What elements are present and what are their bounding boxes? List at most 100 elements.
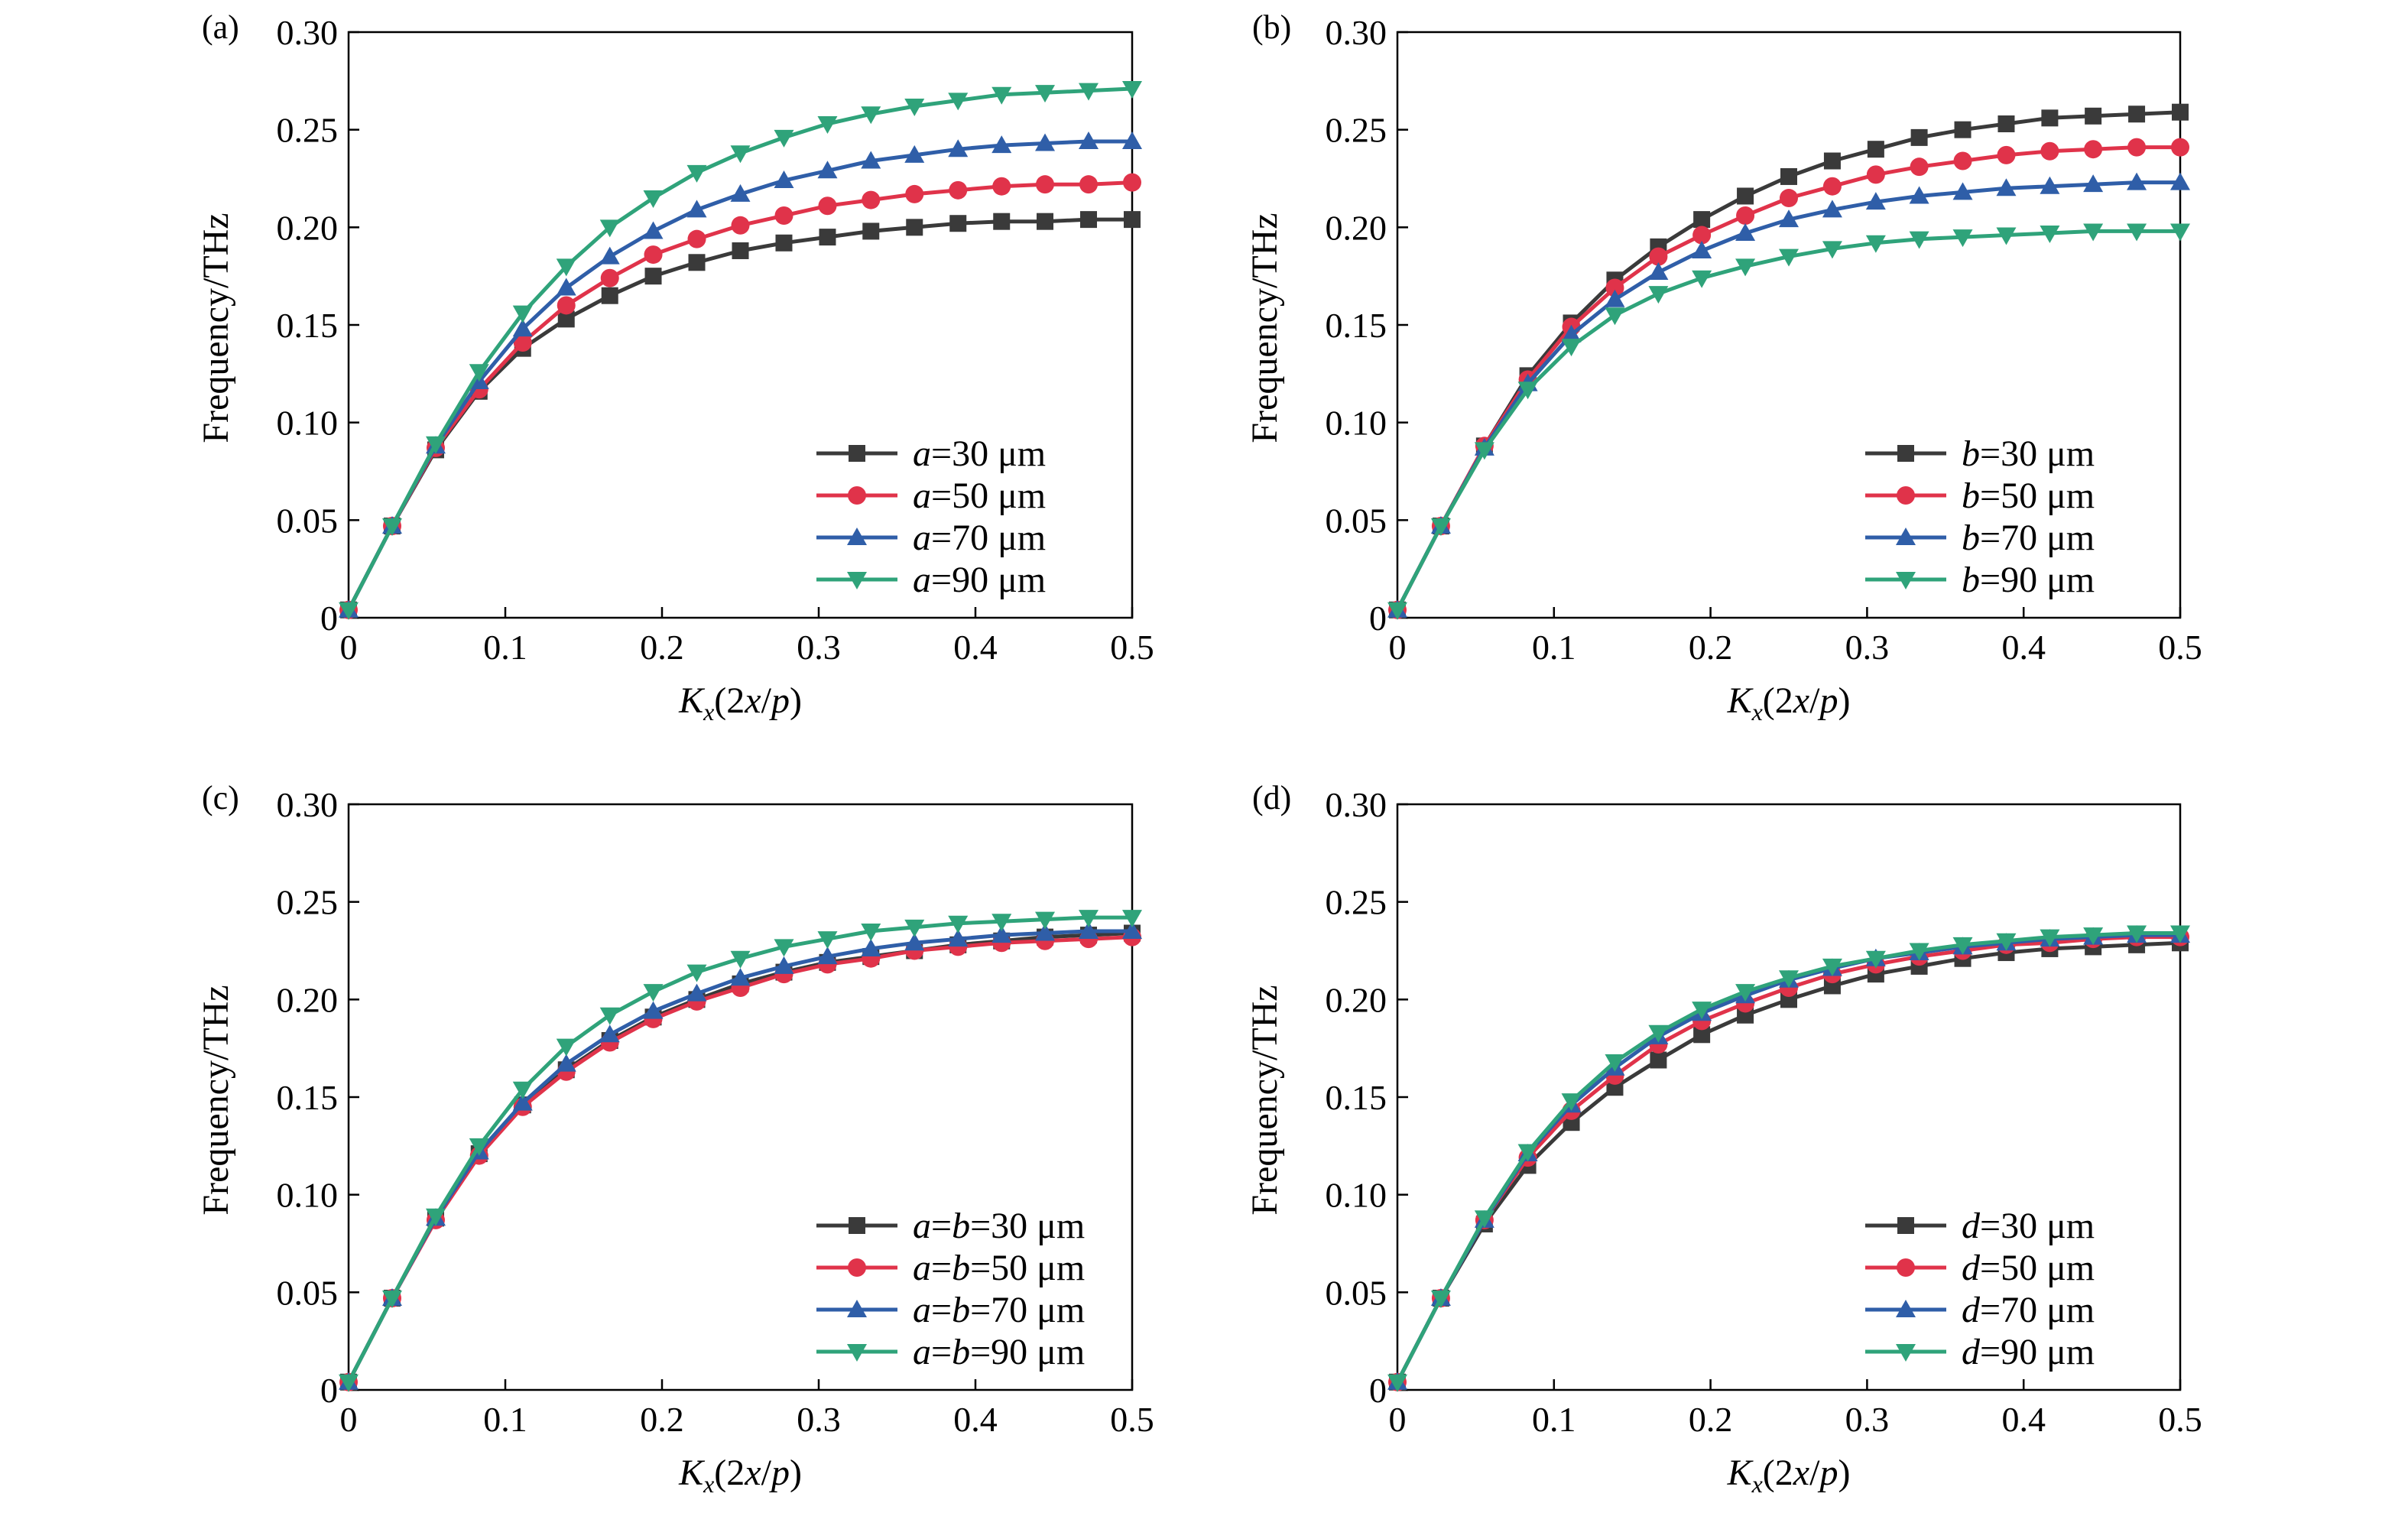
- data-point: [2127, 223, 2147, 242]
- y-axis-title: Frequency/THz: [1245, 213, 1285, 443]
- data-point: [1079, 920, 1099, 939]
- y-axis-title: Frequency/THz: [1245, 985, 1285, 1215]
- legend-entry: d=90 μm: [1865, 1332, 2095, 1372]
- data-point: [1822, 200, 1842, 218]
- legend-label: d=90 μm: [1962, 1332, 2095, 1372]
- legend-label: a=b=50 μm: [913, 1248, 1085, 1288]
- chart-panel-2: 0 0.1 0.2 0.3 0.4 0.5 0 0.05 0.10 0.15 0.20 0.25 0.3…: [1245, 8, 2202, 726]
- x-tick-label: 0.3: [1845, 1400, 1890, 1439]
- data-point: [1997, 145, 2016, 164]
- data-point: [1474, 1210, 1494, 1229]
- data-point: [599, 1024, 620, 1043]
- y-tick-label: 0.25: [277, 883, 339, 922]
- legend-label: a=30 μm: [913, 433, 1046, 474]
- data-point: [1822, 177, 1842, 196]
- data-point: [1865, 950, 1886, 969]
- data-point: [513, 333, 532, 352]
- legend-entry: d=70 μm: [1865, 1290, 2095, 1330]
- data-point: [2171, 138, 2189, 157]
- data-point: [948, 915, 969, 933]
- legend-marker: [1897, 1217, 1914, 1234]
- data-point: [1867, 141, 1884, 158]
- x-tick-label: 0.5: [1110, 1400, 1154, 1439]
- data-point: [1692, 226, 1712, 245]
- data-point: [687, 229, 706, 248]
- x-tick-label: 0: [340, 628, 358, 667]
- y-axis-title: Frequency/THz: [196, 985, 236, 1215]
- data-point: [512, 319, 533, 337]
- data-point: [381, 518, 402, 536]
- data-point: [1037, 213, 1054, 230]
- data-point: [2041, 109, 2059, 127]
- legend-marker: [848, 1258, 866, 1277]
- data-point: [1997, 115, 2015, 133]
- data-point: [1079, 175, 1099, 194]
- data-point: [425, 1208, 446, 1226]
- legend-marker: [847, 528, 867, 545]
- data-point: [1474, 442, 1494, 460]
- data-point: [2083, 927, 2104, 946]
- y-tick-label: 0.10: [1326, 1176, 1387, 1215]
- data-point: [643, 221, 664, 239]
- data-point: [731, 216, 750, 235]
- data-point: [1823, 152, 1841, 170]
- data-point: [1996, 227, 2017, 245]
- data-point: [2127, 925, 2147, 943]
- data-point: [904, 99, 925, 117]
- data-point: [644, 268, 662, 285]
- data-point: [1692, 240, 1712, 258]
- data-point: [1648, 286, 1669, 304]
- legend-label: a=70 μm: [913, 518, 1046, 558]
- data-point: [1387, 1374, 1407, 1392]
- legend-marker: [849, 445, 865, 462]
- data-point: [817, 946, 838, 965]
- data-point: [906, 219, 923, 236]
- x-tick-label: 0.5: [1110, 628, 1154, 667]
- data-point: [948, 93, 969, 111]
- y-tick-label: 0.10: [277, 1176, 339, 1215]
- x-axis-title: Kx(2x/p): [678, 680, 802, 726]
- data-point: [1865, 235, 1886, 253]
- x-tick-label: 0: [1389, 628, 1407, 667]
- x-tick-label: 0.3: [797, 1400, 841, 1439]
- data-point: [730, 183, 751, 202]
- legend-marker: [1896, 1300, 1916, 1317]
- legend-marker: [847, 572, 867, 589]
- panel-label: (d): [1252, 779, 1291, 817]
- data-point: [774, 956, 794, 974]
- panel-label: (a): [202, 8, 239, 46]
- data-point: [774, 206, 793, 226]
- data-point: [599, 219, 620, 238]
- data-point: [817, 116, 838, 135]
- data-point: [1736, 206, 1755, 226]
- data-point: [1996, 933, 2017, 951]
- y-tick-label: 0.25: [1326, 111, 1387, 150]
- data-point: [644, 245, 663, 265]
- x-tick-label: 0.4: [2001, 1400, 2046, 1439]
- data-point: [1122, 81, 1142, 99]
- data-point: [991, 86, 1012, 105]
- x-tick-label: 0.2: [1689, 1400, 1733, 1439]
- data-point: [1122, 920, 1142, 939]
- chart-panel-1: 0 0.1 0.2 0.3 0.4 0.5 0 0.05 0.10 0.15 0.20 0.25 0.3…: [196, 8, 1154, 726]
- legend-label: b=70 μm: [1962, 518, 2095, 558]
- y-tick-label: 0.05: [277, 501, 339, 540]
- data-point: [817, 161, 838, 179]
- legend-marker: [1897, 1258, 1915, 1277]
- data-point: [1735, 258, 1756, 277]
- data-point: [557, 310, 575, 328]
- data-point: [1079, 131, 1099, 149]
- data-point: [2040, 225, 2060, 243]
- data-point: [1952, 229, 1973, 248]
- legend-entry: a=30 μm: [816, 433, 1046, 474]
- y-tick-label: 0: [320, 599, 338, 638]
- data-point: [425, 436, 446, 454]
- y-tick-label: 0: [1369, 599, 1387, 638]
- x-tick-label: 0.2: [640, 628, 684, 667]
- data-point: [643, 1001, 664, 1019]
- data-point: [948, 929, 969, 947]
- data-point: [1909, 943, 1929, 961]
- data-point: [1693, 1026, 1711, 1044]
- y-tick-label: 0.05: [277, 1273, 339, 1312]
